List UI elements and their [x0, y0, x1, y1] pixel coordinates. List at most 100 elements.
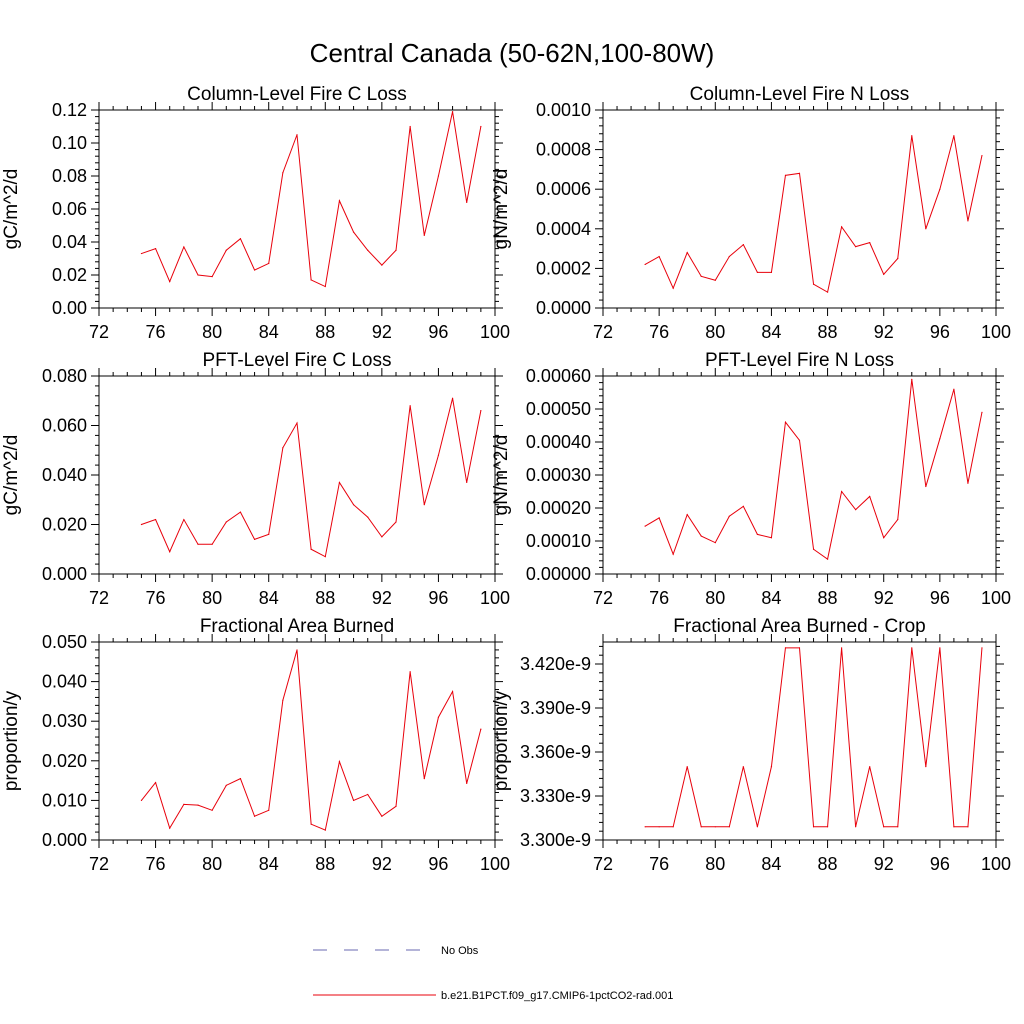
data-point — [953, 388, 955, 390]
x-tick-label: 76 — [146, 322, 166, 342]
data-point — [140, 799, 143, 802]
x-tick-label: 80 — [202, 588, 222, 608]
data-point — [211, 809, 213, 811]
data-point — [282, 447, 284, 449]
data-point — [855, 246, 857, 248]
data-point — [672, 287, 674, 289]
data-point — [480, 728, 482, 730]
data-point — [451, 111, 454, 113]
data-point — [939, 438, 941, 440]
data-point — [282, 699, 284, 701]
x-tick-label: 96 — [930, 322, 950, 342]
y-tick-label: 0.00020 — [526, 498, 591, 518]
data-point — [451, 690, 454, 693]
x-tick-label: 76 — [649, 854, 669, 874]
data-point — [338, 200, 341, 202]
data-point — [925, 485, 927, 488]
data-point — [742, 244, 744, 246]
data-point — [480, 410, 482, 412]
data-point — [869, 495, 871, 498]
x-tick-label: 100 — [981, 854, 1011, 874]
data-point — [140, 252, 143, 255]
data-point — [409, 671, 411, 673]
x-tick-label: 72 — [89, 322, 109, 342]
x-tick-label: 80 — [202, 854, 222, 874]
x-tick-label: 80 — [705, 854, 725, 874]
data-point — [437, 175, 440, 177]
y-tick-label: 0.030 — [42, 711, 87, 731]
data-point — [770, 766, 773, 768]
data-point — [911, 647, 913, 649]
data-point — [784, 421, 787, 423]
y-tick-label: 3.300e-9 — [520, 830, 591, 850]
data-point — [310, 548, 312, 550]
data-point — [268, 809, 270, 811]
y-tick-label: 3.360e-9 — [520, 742, 591, 762]
x-tick-label: 72 — [593, 854, 613, 874]
data-point — [967, 482, 969, 484]
y-axis-label: gN/m^2/d — [491, 169, 512, 250]
data-point — [466, 481, 468, 484]
data-point — [770, 537, 773, 539]
data-point — [140, 523, 143, 526]
data-point — [812, 283, 815, 285]
data-point — [225, 784, 227, 786]
x-tick-label: 76 — [146, 588, 166, 608]
data-point — [409, 405, 411, 407]
x-tick-label: 92 — [372, 322, 392, 342]
x-tick-label: 72 — [89, 588, 109, 608]
y-tick-label: 0.020 — [42, 751, 87, 771]
data-point — [211, 276, 213, 278]
x-tick-label: 84 — [761, 854, 781, 874]
data-point — [714, 826, 716, 828]
data-point — [296, 134, 298, 136]
data-point — [883, 273, 885, 275]
plot-frame — [98, 641, 496, 841]
data-point — [239, 778, 242, 780]
x-tick-label: 92 — [874, 588, 894, 608]
data-point — [967, 220, 969, 222]
data-point — [869, 242, 871, 244]
data-point — [451, 397, 454, 399]
data-point — [728, 515, 730, 517]
data-point — [211, 543, 213, 545]
data-point — [197, 274, 199, 276]
series-line — [141, 398, 482, 558]
data-point — [714, 542, 716, 544]
data-point — [883, 826, 885, 828]
x-tick-label: 84 — [761, 322, 781, 342]
x-tick-label: 72 — [593, 588, 613, 608]
data-point — [352, 504, 355, 506]
data-point — [466, 201, 468, 203]
data-point — [268, 262, 270, 265]
x-tick-label: 100 — [480, 322, 510, 342]
data-point — [381, 815, 383, 817]
y-tick-label: 0.00060 — [526, 366, 591, 386]
panel-1: Column-Level Fire C Loss 72 76 80 84 88 92 96 10… — [1, 84, 510, 342]
x-tick-label: 84 — [259, 322, 279, 342]
x-tick-label: 88 — [315, 588, 335, 608]
data-point — [644, 826, 646, 828]
data-point — [728, 255, 730, 258]
data-point — [225, 249, 227, 251]
data-point — [367, 516, 369, 518]
panel-title: Column-Level Fire C Loss — [187, 84, 407, 105]
y-axis-label: proportion/y — [491, 690, 512, 791]
data-point — [338, 481, 341, 484]
x-tick-label: 96 — [428, 588, 448, 608]
data-point — [423, 778, 425, 780]
panel-5: Fractional Area Burned 72 76 80 84 88 92 96 100 0… — [1, 616, 510, 874]
data-point — [728, 826, 730, 828]
y-tick-label: 0.12 — [52, 100, 87, 120]
data-point — [658, 255, 660, 258]
data-point — [324, 556, 326, 558]
data-point — [841, 647, 843, 649]
data-point — [855, 509, 857, 511]
legend-label: b.e21.B1PCT.f09_g17.CMIP6-1pctCO2-rad.00… — [441, 990, 673, 1002]
x-tick-label: 72 — [89, 854, 109, 874]
data-point — [925, 766, 927, 768]
panel-title: PFT-Level Fire C Loss — [203, 350, 392, 371]
panel-title: Fractional Area Burned — [200, 616, 394, 637]
data-point — [324, 829, 326, 831]
